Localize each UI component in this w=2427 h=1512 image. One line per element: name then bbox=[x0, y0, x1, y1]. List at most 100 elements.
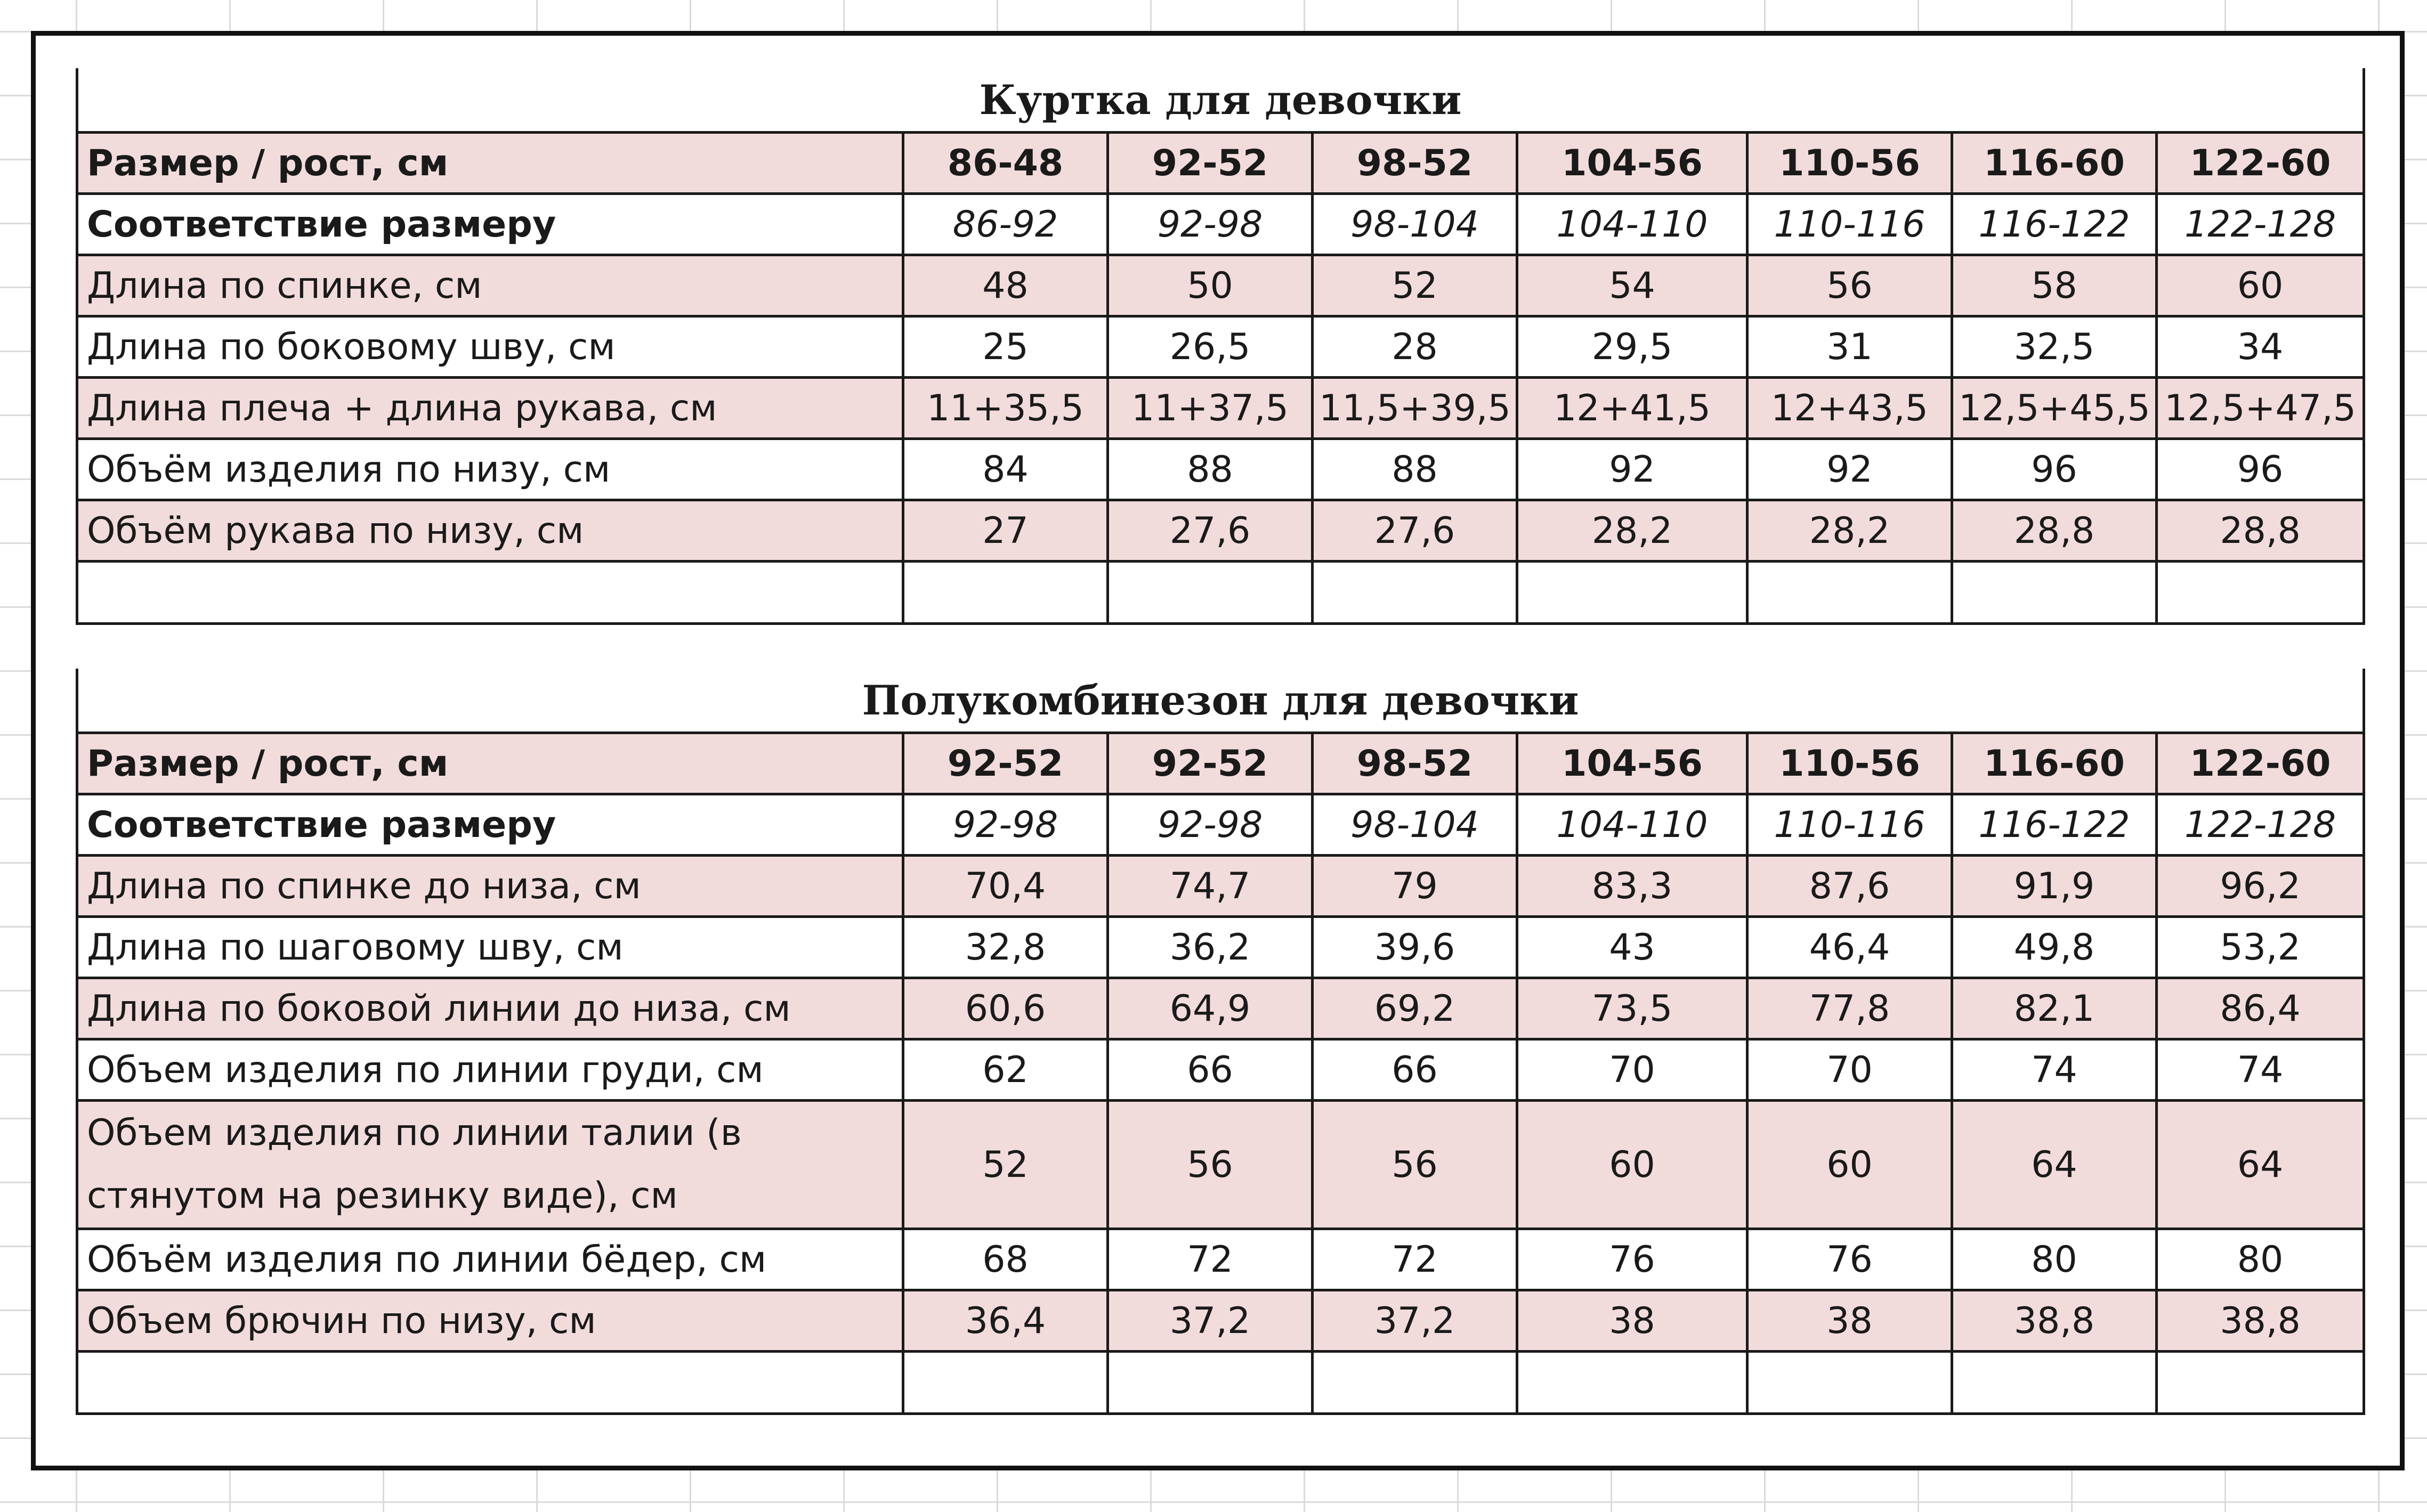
empty-cell[interactable] bbox=[2155, 1350, 2366, 1415]
value-cell[interactable]: 27,6 bbox=[1311, 499, 1518, 563]
value-cell[interactable]: 48 bbox=[902, 254, 1109, 318]
value-cell[interactable]: 66 bbox=[1106, 1038, 1314, 1102]
size-cell[interactable]: 98-52 bbox=[1311, 131, 1518, 195]
value-cell[interactable]: 74 bbox=[1951, 1038, 2158, 1102]
value-cell[interactable]: 84 bbox=[902, 437, 1109, 501]
value-cell[interactable]: 36,4 bbox=[902, 1289, 1109, 1353]
value-cell[interactable]: 64 bbox=[2155, 1099, 2366, 1230]
value-cell[interactable]: 32,8 bbox=[902, 915, 1109, 979]
size-cell[interactable]: 104-56 bbox=[1516, 131, 1749, 195]
value-cell[interactable]: 34 bbox=[2155, 315, 2366, 379]
value-cell[interactable]: 28,2 bbox=[1746, 499, 1953, 563]
value-cell[interactable]: 96 bbox=[1951, 437, 2158, 501]
value-cell[interactable]: 72 bbox=[1311, 1228, 1518, 1291]
correspondence-cell[interactable]: 86-92 bbox=[902, 192, 1109, 256]
size-cell[interactable]: 110-56 bbox=[1746, 731, 1953, 795]
empty-cell[interactable] bbox=[1516, 560, 1749, 625]
value-cell[interactable]: 87,6 bbox=[1746, 854, 1953, 918]
value-cell[interactable]: 96 bbox=[2155, 437, 2366, 501]
size-cell[interactable]: 92-52 bbox=[902, 731, 1109, 795]
value-cell[interactable]: 46,4 bbox=[1746, 915, 1953, 979]
value-cell[interactable]: 70 bbox=[1516, 1038, 1749, 1102]
value-cell[interactable]: 52 bbox=[1311, 254, 1518, 318]
value-cell[interactable]: 79 bbox=[1311, 854, 1518, 918]
value-cell[interactable]: 62 bbox=[902, 1038, 1109, 1102]
value-cell[interactable]: 29,5 bbox=[1516, 315, 1749, 379]
value-cell[interactable]: 77,8 bbox=[1746, 977, 1953, 1040]
value-cell[interactable]: 38 bbox=[1516, 1289, 1749, 1353]
size-cell[interactable]: 116-60 bbox=[1951, 131, 2158, 195]
correspondence-cell[interactable]: 92-98 bbox=[902, 793, 1109, 857]
value-cell[interactable]: 12+43,5 bbox=[1746, 376, 1953, 440]
value-cell[interactable]: 80 bbox=[2155, 1228, 2366, 1291]
correspondence-cell[interactable]: 110-116 bbox=[1746, 192, 1953, 256]
value-cell[interactable]: 96,2 bbox=[2155, 854, 2366, 918]
size-cell[interactable]: 98-52 bbox=[1311, 731, 1518, 795]
empty-cell[interactable] bbox=[1746, 1350, 1953, 1415]
size-cell[interactable]: 116-60 bbox=[1951, 731, 2158, 795]
correspondence-cell[interactable]: 116-122 bbox=[1951, 192, 2158, 256]
value-cell[interactable]: 68 bbox=[902, 1228, 1109, 1291]
correspondence-cell[interactable]: 116-122 bbox=[1951, 793, 2158, 857]
value-cell[interactable]: 37,2 bbox=[1106, 1289, 1314, 1353]
value-cell[interactable]: 92 bbox=[1516, 437, 1749, 501]
correspondence-cell[interactable]: 92-98 bbox=[1106, 793, 1314, 857]
empty-cell[interactable] bbox=[76, 1350, 904, 1415]
value-cell[interactable]: 11,5+39,5 bbox=[1311, 376, 1518, 440]
value-cell[interactable]: 52 bbox=[902, 1099, 1109, 1230]
value-cell[interactable]: 12,5+47,5 bbox=[2155, 376, 2366, 440]
value-cell[interactable]: 38,8 bbox=[2155, 1289, 2366, 1353]
empty-cell[interactable] bbox=[1746, 560, 1953, 625]
value-cell[interactable]: 74,7 bbox=[1106, 854, 1314, 918]
value-cell[interactable]: 12+41,5 bbox=[1516, 376, 1749, 440]
correspondence-cell[interactable]: 98-104 bbox=[1311, 192, 1518, 256]
size-cell[interactable]: 110-56 bbox=[1746, 131, 1953, 195]
empty-cell[interactable] bbox=[76, 560, 904, 625]
value-cell[interactable]: 37,2 bbox=[1311, 1289, 1518, 1353]
value-cell[interactable]: 11+35,5 bbox=[902, 376, 1109, 440]
value-cell[interactable]: 28,8 bbox=[2155, 499, 2366, 563]
empty-cell[interactable] bbox=[902, 560, 1109, 625]
value-cell[interactable]: 60 bbox=[1746, 1099, 1953, 1230]
value-cell[interactable]: 25 bbox=[902, 315, 1109, 379]
value-cell[interactable]: 70,4 bbox=[902, 854, 1109, 918]
empty-cell[interactable] bbox=[902, 1350, 1109, 1415]
value-cell[interactable]: 88 bbox=[1311, 437, 1518, 501]
size-cell[interactable]: 104-56 bbox=[1516, 731, 1749, 795]
value-cell[interactable]: 88 bbox=[1106, 437, 1314, 501]
correspondence-cell[interactable]: 92-98 bbox=[1106, 192, 1314, 256]
value-cell[interactable]: 43 bbox=[1516, 915, 1749, 979]
value-cell[interactable]: 56 bbox=[1311, 1099, 1518, 1230]
value-cell[interactable]: 49,8 bbox=[1951, 915, 2158, 979]
value-cell[interactable]: 32,5 bbox=[1951, 315, 2158, 379]
value-cell[interactable]: 82,1 bbox=[1951, 977, 2158, 1040]
value-cell[interactable]: 76 bbox=[1746, 1228, 1953, 1291]
value-cell[interactable]: 80 bbox=[1951, 1228, 2158, 1291]
empty-cell[interactable] bbox=[1311, 560, 1518, 625]
value-cell[interactable]: 56 bbox=[1106, 1099, 1314, 1230]
value-cell[interactable]: 54 bbox=[1516, 254, 1749, 318]
correspondence-cell[interactable]: 104-110 bbox=[1516, 192, 1749, 256]
value-cell[interactable]: 91,9 bbox=[1951, 854, 2158, 918]
size-cell[interactable]: 92-52 bbox=[1106, 731, 1314, 795]
value-cell[interactable]: 27 bbox=[902, 499, 1109, 563]
value-cell[interactable]: 73,5 bbox=[1516, 977, 1749, 1040]
value-cell[interactable]: 92 bbox=[1746, 437, 1953, 501]
empty-cell[interactable] bbox=[1311, 1350, 1518, 1415]
value-cell[interactable]: 60,6 bbox=[902, 977, 1109, 1040]
value-cell[interactable]: 83,3 bbox=[1516, 854, 1749, 918]
empty-cell[interactable] bbox=[1516, 1350, 1749, 1415]
correspondence-cell[interactable]: 110-116 bbox=[1746, 793, 1953, 857]
value-cell[interactable]: 50 bbox=[1106, 254, 1314, 318]
value-cell[interactable]: 36,2 bbox=[1106, 915, 1314, 979]
correspondence-cell[interactable]: 122-128 bbox=[2155, 192, 2366, 256]
value-cell[interactable]: 60 bbox=[2155, 254, 2366, 318]
value-cell[interactable]: 70 bbox=[1746, 1038, 1953, 1102]
value-cell[interactable]: 53,2 bbox=[2155, 915, 2366, 979]
correspondence-cell[interactable]: 98-104 bbox=[1311, 793, 1518, 857]
empty-cell[interactable] bbox=[1106, 560, 1314, 625]
value-cell[interactable]: 56 bbox=[1746, 254, 1953, 318]
correspondence-cell[interactable]: 122-128 bbox=[2155, 793, 2366, 857]
value-cell[interactable]: 38,8 bbox=[1951, 1289, 2158, 1353]
value-cell[interactable]: 76 bbox=[1516, 1228, 1749, 1291]
